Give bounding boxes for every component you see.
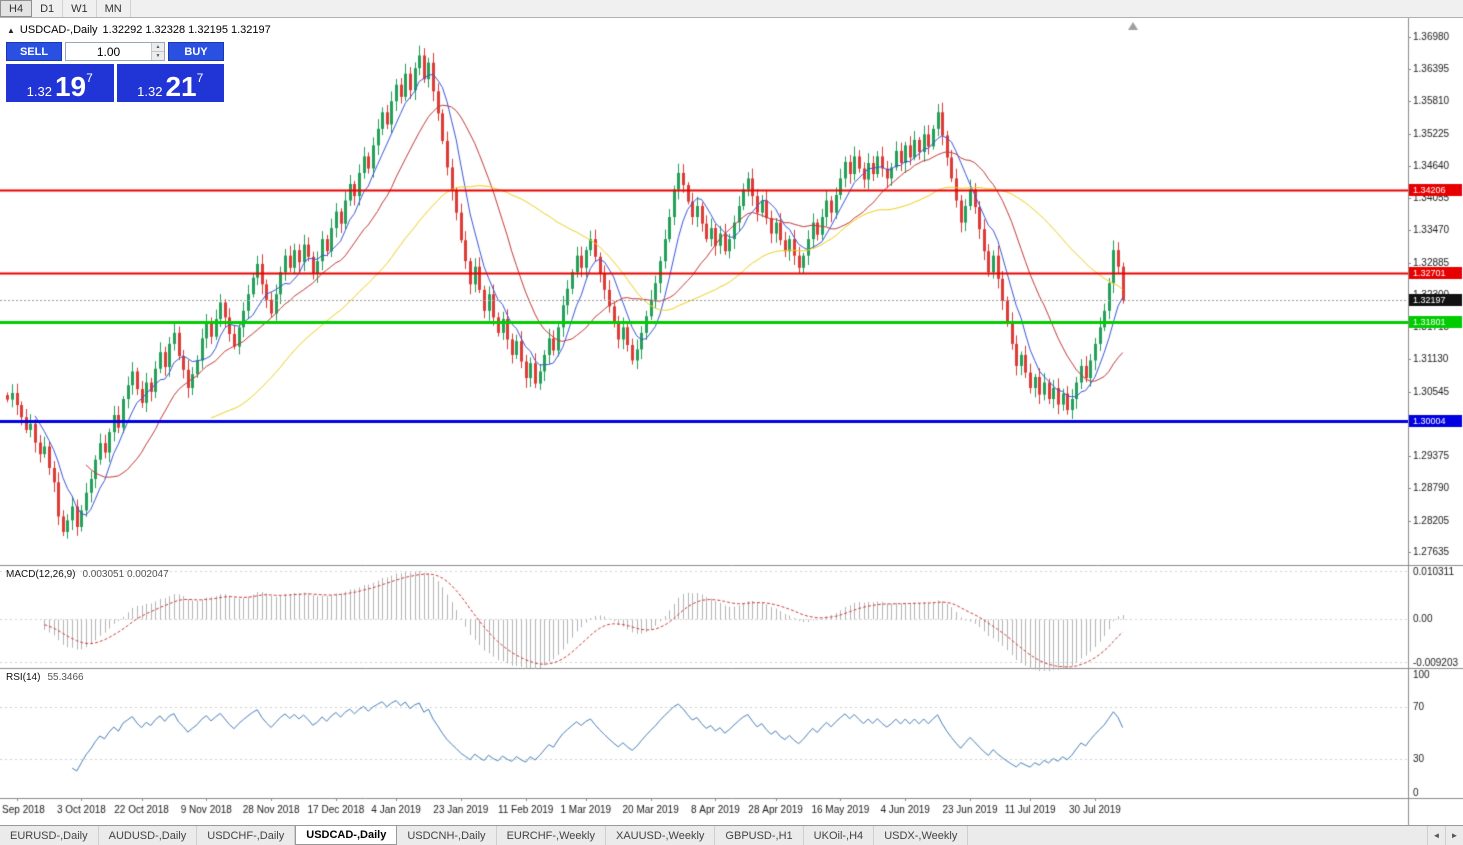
chart-tab-gbpusd[interactable]: GBPUSD-,H1 [715,826,804,845]
volume-value[interactable]: 1.00 [96,44,121,59]
timeframe-button-h4[interactable]: H4 [0,0,33,17]
buy-price-small: 1.32 [137,84,163,99]
chart-window: ▲ USDCAD-,Daily 1.32292 1.32328 1.32195 … [0,18,1463,825]
tab-scroll-right-icon[interactable]: ► [1445,826,1463,845]
macd-name: MACD(12,26,9) [6,569,76,580]
chart-tab-usdcnh[interactable]: USDCNH-,Daily [397,826,497,845]
sell-button[interactable]: SELL [6,42,62,61]
macd-indicator-label: MACD(12,26,9) 0.003051 0.002047 [6,569,169,580]
timeframe-button-w1[interactable]: W1 [63,0,97,17]
sell-price-big: 19 [54,71,87,102]
rsi-name: RSI(14) [6,672,41,683]
sell-price-display[interactable]: 1.32 19 7 [6,64,114,102]
buy-button[interactable]: BUY [168,42,224,61]
volume-down-icon[interactable]: ▼ [152,52,164,60]
volume-up-icon[interactable]: ▲ [152,43,164,52]
buy-price-display[interactable]: 1.32 21 7 [116,64,224,102]
sell-price-small: 1.32 [26,84,52,99]
chart-tab-ukoil[interactable]: UKOil-,H4 [804,826,875,845]
timeframe-toolbar: H4 D1 W1 MN [0,0,1463,18]
macd-values: 0.003051 0.002047 [82,569,169,580]
chart-tab-eurusd[interactable]: EURUSD-,Daily [0,826,99,845]
chart-tabs: EURUSD-,Daily AUDUSD-,Daily USDCHF-,Daily U… [0,826,969,845]
chart-tab-usdchf[interactable]: USDCHF-,Daily [197,826,296,845]
buy-price-big: 21 [165,71,197,102]
chart-tab-usdcad[interactable]: USDCAD-,Daily [295,826,398,845]
rsi-indicator-label: RSI(14) 55.3466 [6,672,84,683]
volume-stepper[interactable]: 1.00 ▲ ▼ [65,42,165,61]
rsi-value: 55.3466 [47,672,84,683]
price-chart-canvas[interactable] [0,18,1463,825]
volume-spinner: ▲ ▼ [151,43,164,60]
symbol-header: ▲ USDCAD-,Daily 1.32292 1.32328 1.32195 … [7,24,271,36]
timeframe-button-mn[interactable]: MN [97,0,131,17]
chart-tab-eurchf[interactable]: EURCHF-,Weekly [497,826,606,845]
chart-tab-xauusd[interactable]: XAUUSD-,Weekly [606,826,716,845]
buy-price-sup: 7 [196,71,204,85]
sell-price-sup: 7 [86,71,93,85]
tab-scroll-left-icon[interactable]: ◄ [1427,826,1445,845]
symbol-title: USDCAD-,Daily [19,24,98,36]
chart-tab-usdx[interactable]: USDX-,Weekly [874,826,969,845]
chart-tabs-bar: EURUSD-,Daily AUDUSD-,Daily USDCHF-,Daily U… [0,825,1463,845]
symbol-quote: 1.32292 1.32328 1.32195 1.32197 [102,24,271,36]
chart-tab-audusd[interactable]: AUDUSD-,Daily [99,826,198,845]
symbol-marker-icon: ▲ [7,25,15,35]
one-click-trade-panel: SELL 1.00 ▲ ▼ BUY 1.32 19 7 1.32 [6,42,224,102]
tab-scroll-buttons: ◄ ► [1427,826,1463,845]
timeframe-button-d1[interactable]: D1 [32,0,64,17]
